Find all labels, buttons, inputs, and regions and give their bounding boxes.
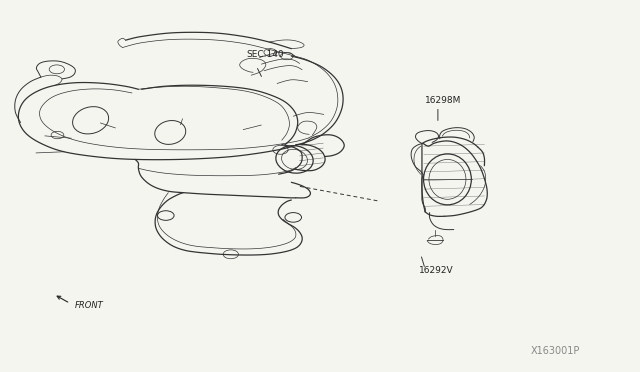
Text: FRONT: FRONT [75, 301, 104, 311]
Text: SEC.140: SEC.140 [246, 49, 284, 59]
Text: X163001P: X163001P [531, 346, 580, 356]
Text: 16298M: 16298M [425, 96, 461, 105]
Text: 16292V: 16292V [419, 266, 453, 275]
